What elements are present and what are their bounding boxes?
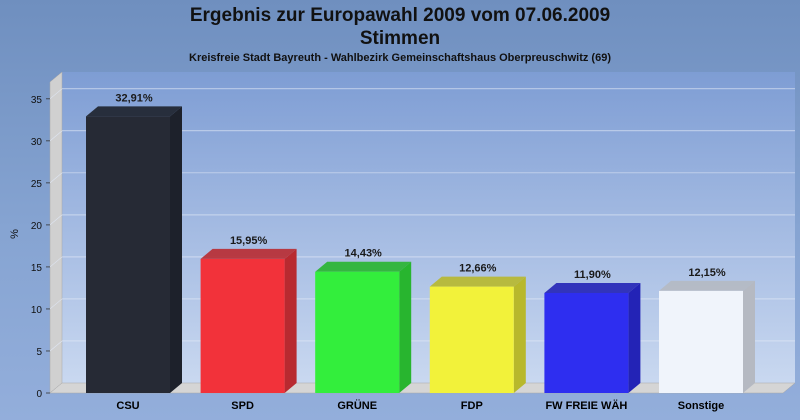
bar-side <box>170 106 182 393</box>
bar-front <box>659 290 743 393</box>
x-tick-label: FW FREIE WÄH <box>545 399 627 412</box>
chart-title-2: Stimmen <box>359 28 441 49</box>
y-tick-label: 15 <box>31 263 43 274</box>
y-tick-label: 30 <box>31 137 43 148</box>
y-tick-label: 0 <box>36 389 42 400</box>
bar-front <box>429 286 514 393</box>
bar-fdp: 12,66% <box>429 263 526 393</box>
title-block: Ergebnis zur Europawahl 2009 vom 07.06.2… <box>0 4 800 64</box>
y-tick-label: 25 <box>31 179 43 190</box>
y-tick-label: 5 <box>36 347 42 358</box>
value-label: 12,66% <box>459 263 497 275</box>
x-tick-label: FDP <box>461 400 483 412</box>
bar-top <box>544 282 641 293</box>
chart-title: Ergebnis zur Europawahl 2009 vom 07.06.2… <box>189 5 611 26</box>
x-tick-label: Sonstige <box>678 400 724 412</box>
value-label: 15,95% <box>230 235 268 247</box>
bar-side <box>743 280 755 393</box>
y-tick-label: 10 <box>31 305 43 316</box>
bar-side <box>513 276 526 393</box>
bar-sonstige: 12,15% <box>659 267 755 393</box>
bar-spd: 15,95% <box>200 235 297 393</box>
bar-front <box>544 292 629 393</box>
grid-line-diag <box>49 340 63 352</box>
grid-line-diag <box>49 256 63 268</box>
grid-line-diag <box>49 214 63 226</box>
x-tick-label: CSU <box>116 400 139 412</box>
bar-fw-freie-w-h: 11,90% <box>544 269 641 393</box>
bar-gr-ne: 14,43% <box>315 248 412 393</box>
bar-front <box>315 271 400 393</box>
bar-side <box>399 261 412 393</box>
x-tick-label: SPD <box>231 400 254 412</box>
bar-top <box>659 280 755 291</box>
bar-top <box>200 248 297 259</box>
y-axis: 0 5 10 15 20 25 30 35 <box>31 95 50 400</box>
bar-front <box>200 258 285 393</box>
grid-line-diag <box>49 298 63 310</box>
value-label: 12,15% <box>688 267 726 279</box>
bar-side <box>628 282 641 393</box>
grid-line-diag <box>49 172 63 184</box>
bar-front <box>86 116 170 393</box>
bar-top <box>429 276 526 287</box>
bar-top <box>315 261 412 272</box>
bar-top <box>86 106 182 117</box>
chart-subtitle: Kreisfreie Stadt Bayreuth - Wahlbezirk G… <box>189 52 611 64</box>
x-tick-label: GRÜNE <box>337 399 377 412</box>
value-label: 32,91% <box>115 92 153 104</box>
y-tick-label: 35 <box>31 95 43 106</box>
value-label: 11,90% <box>574 269 611 281</box>
bar-csu: 32,91% <box>86 92 182 393</box>
x-axis: CSU SPD GRÜNE FDP FW FREIE WÄH Sonstige <box>116 399 724 412</box>
y-tick-label: 20 <box>31 221 43 232</box>
y-axis-label: % <box>9 229 21 239</box>
grid-line-diag <box>49 88 63 100</box>
bar-side <box>284 248 297 393</box>
bars: 32,91% 15,95% 14,43% 12,66% 11,90% 12,15% <box>86 92 755 393</box>
grid-line-diag <box>49 130 63 142</box>
left-wall-face <box>49 71 63 394</box>
value-label: 14,43% <box>345 248 383 260</box>
